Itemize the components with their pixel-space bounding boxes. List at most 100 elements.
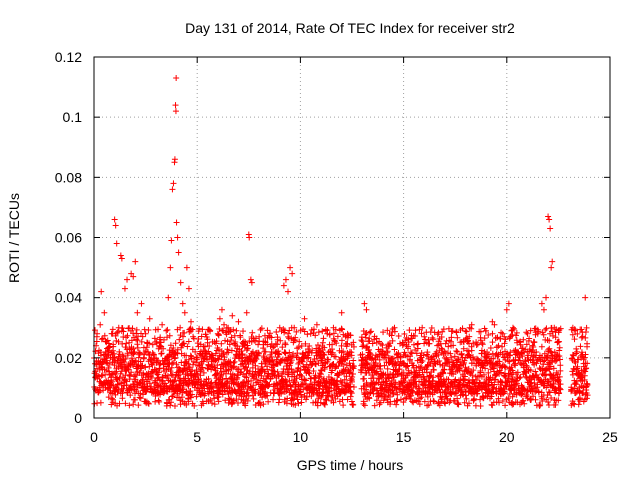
data-point [225,349,232,356]
data-point [110,343,117,350]
data-point [187,352,194,359]
data-point [578,354,585,361]
data-point [514,369,521,376]
data-point [477,402,484,409]
y-tick-label: 0.04 [55,290,82,306]
data-point [454,334,461,341]
data-point [431,398,438,405]
data-point [170,344,177,351]
data-point [517,341,524,348]
data-point [187,394,194,401]
data-point [194,370,201,377]
data-point [104,337,111,344]
data-point [142,330,149,337]
data-point [388,332,395,339]
data-point [178,394,185,401]
data-point [253,356,260,363]
data-point [118,255,125,262]
data-point [543,294,550,301]
data-point [391,346,398,353]
data-point [504,378,511,385]
data-point [426,340,433,347]
data-point [454,348,461,355]
data-point [479,341,486,348]
data-point [225,324,232,331]
data-point [348,390,355,397]
data-point [571,336,578,343]
data-point [341,390,348,397]
data-point [425,402,432,409]
data-point [546,345,553,352]
data-point [421,333,428,340]
data-point [318,393,325,400]
data-point [359,338,366,345]
data-point [338,337,345,344]
data-point [419,324,426,331]
data-point [312,332,319,339]
data-point [172,102,179,109]
data-point [482,365,489,372]
data-point [451,353,458,360]
data-point [545,213,552,220]
data-point [248,338,255,345]
data-point [399,382,406,389]
data-point [579,333,586,340]
data-point [252,335,259,342]
data-point [392,384,399,391]
data-point [214,369,221,376]
data-point [430,397,437,404]
data-point [338,325,345,332]
data-point [216,315,223,322]
data-point [313,321,320,328]
data-point [384,348,391,355]
data-point [573,348,580,355]
data-point [139,377,146,384]
data-point [511,361,518,368]
data-point [490,384,497,391]
data-point [518,391,525,398]
data-point [513,329,520,336]
data-point [112,391,119,398]
data-point [120,385,127,392]
data-point [400,341,407,348]
data-point [276,324,283,331]
data-point [172,340,179,347]
data-point [576,370,583,377]
data-point [557,362,564,369]
data-point [448,334,455,341]
data-point [429,386,436,393]
data-point [519,390,526,397]
data-point [574,363,581,370]
data-point [243,364,250,371]
data-point [364,360,371,367]
data-points [91,75,591,409]
data-point [214,330,221,337]
data-point [267,330,274,337]
data-point [218,371,225,378]
data-point [521,386,528,393]
data-point [569,331,576,338]
data-point [126,339,133,346]
x-tick-label: 25 [602,429,618,445]
data-point [424,369,431,376]
data-point [532,368,539,375]
data-point [523,362,530,369]
data-point [552,358,559,365]
data-point [112,332,119,339]
data-point [424,349,431,356]
data-point [133,326,140,333]
data-point [119,352,126,359]
data-point [412,327,419,334]
data-point [368,355,375,362]
data-point [116,351,123,358]
data-point [96,388,103,395]
data-point [189,391,196,398]
data-point [455,387,462,394]
data-point [139,333,146,340]
data-point [489,402,496,409]
data-point [173,349,180,356]
data-point [301,376,308,383]
data-point [438,333,445,340]
data-point [520,349,527,356]
data-point [209,352,216,359]
